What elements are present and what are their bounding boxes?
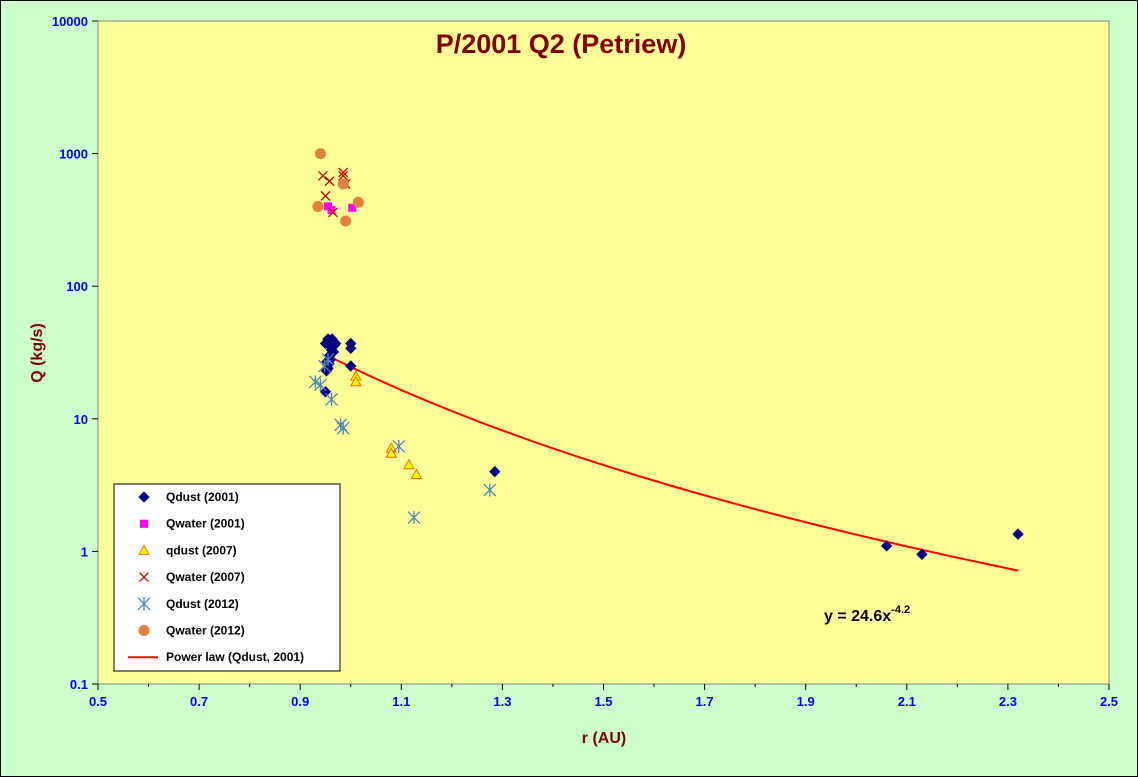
x-tick-label: 0.7 bbox=[190, 694, 208, 709]
data-point bbox=[328, 207, 339, 218]
data-point bbox=[403, 458, 415, 470]
x-tick-label: 2.1 bbox=[898, 694, 916, 709]
data-point bbox=[880, 540, 893, 552]
legend-entry: Qwater (2007) bbox=[139, 570, 245, 584]
y-tick-label: 0.1 bbox=[70, 677, 88, 692]
axes: 0.5 0.7 0.9 1.1 1.3 1.5 1.7 1.9 2.1 2.3 2.5 0.1 1 10 1… bbox=[52, 14, 1118, 709]
data-point bbox=[349, 375, 362, 387]
x-tick-label: 1.7 bbox=[696, 694, 714, 709]
data-point bbox=[483, 483, 497, 497]
data-point bbox=[345, 342, 357, 355]
data-point bbox=[312, 200, 324, 212]
x-tick-label: 1.9 bbox=[797, 694, 815, 709]
legend-entry: Power law (Qdust, 2001) bbox=[128, 650, 304, 664]
y-tick-label: 100 bbox=[66, 279, 88, 294]
fit-layer bbox=[325, 353, 1019, 572]
data-point bbox=[410, 468, 423, 480]
legend-entry: Qdust (2001) bbox=[138, 490, 239, 504]
x-axis-title: r (AU) bbox=[582, 730, 626, 747]
data-point bbox=[327, 346, 340, 358]
x-tick-label: 1.5 bbox=[594, 694, 612, 709]
y-axis-title: Q (kg/s) bbox=[29, 323, 46, 383]
x-tick-label: 0.5 bbox=[89, 694, 107, 709]
fit-equation-base: y = 24.6x bbox=[824, 608, 891, 625]
legend-swatch bbox=[137, 597, 151, 611]
y-tick-label: 10 bbox=[74, 412, 88, 427]
legend-entry: Qwater (2012) bbox=[138, 624, 245, 638]
x-tick-label: 1.3 bbox=[493, 694, 511, 709]
series-3 bbox=[349, 370, 423, 480]
data-point bbox=[317, 170, 328, 181]
data-point bbox=[320, 190, 331, 201]
y-tick-label: 10000 bbox=[52, 14, 88, 29]
x-tick-label: 0.9 bbox=[291, 694, 309, 709]
data-point bbox=[338, 167, 349, 178]
x-tick-label: 2.5 bbox=[1100, 694, 1118, 709]
data-point bbox=[392, 439, 406, 453]
data-point bbox=[916, 548, 928, 561]
data-point bbox=[385, 447, 398, 458]
points-layer bbox=[308, 148, 1024, 561]
x-tick-label: 1.1 bbox=[392, 694, 410, 709]
y-tick-label: 1000 bbox=[59, 147, 88, 162]
legend-swatch bbox=[139, 572, 149, 583]
data-point bbox=[340, 215, 352, 227]
legend-entry: Qdust (2012) bbox=[137, 597, 239, 611]
data-point bbox=[337, 178, 349, 190]
data-point bbox=[352, 196, 364, 208]
legend-entry: Qwater (2001) bbox=[140, 517, 245, 531]
data-point bbox=[314, 148, 326, 160]
fit-line bbox=[325, 353, 1019, 572]
series-6 bbox=[312, 148, 364, 227]
data-point bbox=[338, 170, 349, 181]
legend-label: Qwater (2001) bbox=[166, 517, 245, 531]
data-point bbox=[325, 392, 339, 406]
legend-label: Qwater (2007) bbox=[166, 570, 245, 584]
fit-equation-exponent: -4.2 bbox=[891, 604, 910, 616]
data-point bbox=[321, 353, 335, 367]
data-point bbox=[489, 465, 501, 478]
legend-label: Qdust (2012) bbox=[166, 597, 239, 611]
data-point bbox=[1012, 528, 1024, 540]
legend-swatch bbox=[138, 625, 150, 636]
y-tick-label: 1 bbox=[81, 544, 88, 559]
data-point bbox=[345, 360, 357, 372]
legend-box bbox=[113, 483, 341, 672]
series-5 bbox=[308, 353, 497, 525]
legend-label: qdust (2007) bbox=[166, 543, 237, 557]
chart-title: P/2001 Q2 (Petriew) bbox=[436, 29, 687, 59]
legend-swatch bbox=[140, 519, 148, 528]
legend-label: Qwater (2012) bbox=[166, 624, 245, 638]
data-point bbox=[313, 378, 327, 392]
data-point bbox=[407, 511, 421, 525]
x-tick-label: 2.3 bbox=[999, 694, 1017, 709]
legend-swatch bbox=[138, 544, 150, 555]
legend: Qdust (2001) Qwater (2001) qdust (2007) Qwa… bbox=[113, 483, 341, 672]
legend-entry: qdust (2007) bbox=[138, 543, 237, 557]
data-point bbox=[336, 421, 350, 435]
data-point bbox=[348, 203, 357, 212]
legend-swatch bbox=[138, 491, 150, 503]
fit-equation: y = 24.6x-4.2 bbox=[824, 604, 910, 625]
data-point bbox=[324, 176, 335, 187]
data-point bbox=[319, 386, 332, 398]
legend-label: Power law (Qdust, 2001) bbox=[166, 650, 304, 664]
legend-label: Qdust (2001) bbox=[166, 490, 239, 504]
